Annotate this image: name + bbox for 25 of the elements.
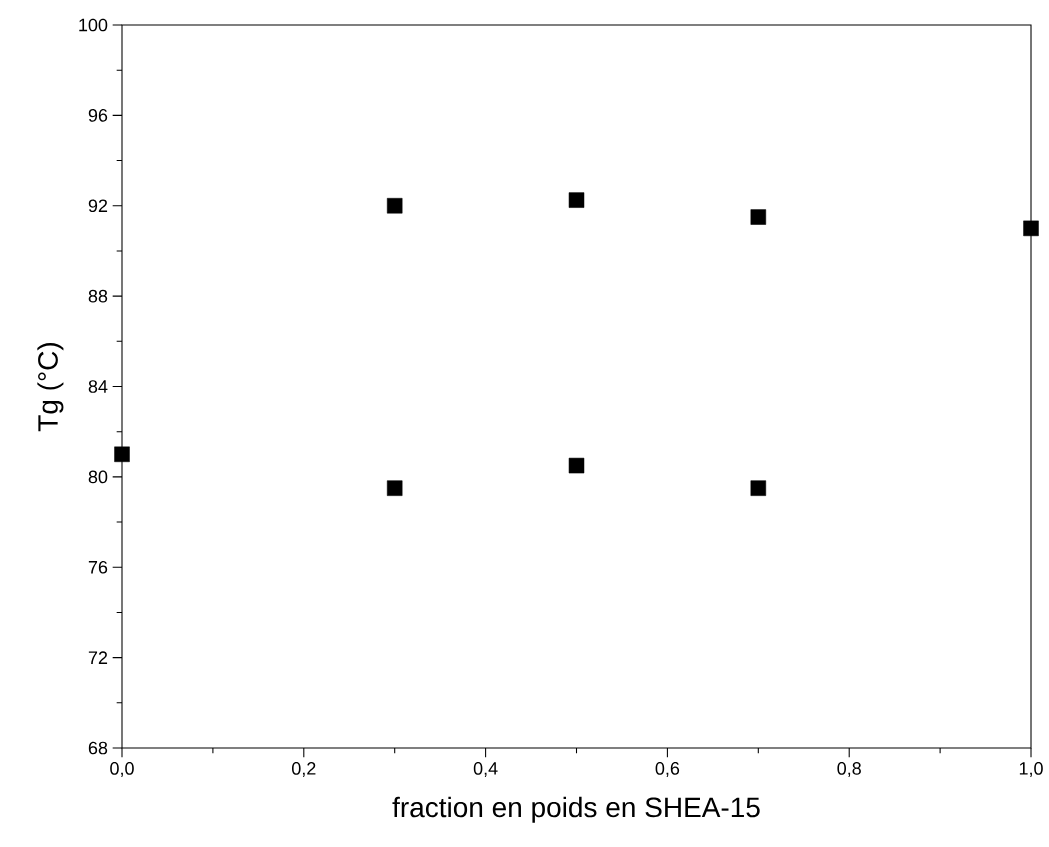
y-tick-label: 100 xyxy=(79,18,108,32)
y-tick-label: 88 xyxy=(88,289,108,303)
y-tick-label: 72 xyxy=(88,651,108,664)
point xyxy=(386,198,403,214)
y-axis-title: Tg (°C) xyxy=(37,343,64,432)
x-tick-label: 0,6 xyxy=(655,762,680,777)
x-tick-label: 0,4 xyxy=(473,762,498,777)
x-tick-label: 1,0 xyxy=(1019,762,1043,777)
point xyxy=(750,480,767,496)
point xyxy=(750,209,767,225)
x-tick-label: 0,0 xyxy=(110,762,134,777)
point xyxy=(114,446,130,463)
y-tick-label: 92 xyxy=(88,199,108,213)
y-tick-label: 76 xyxy=(88,560,108,574)
point xyxy=(386,480,403,496)
y-tick-label: 84 xyxy=(88,380,108,393)
point xyxy=(1023,220,1039,237)
point xyxy=(568,457,585,474)
y-tick-label: 68 xyxy=(88,741,108,755)
x-tick-label: 0,8 xyxy=(837,762,861,777)
y-tick-label: 96 xyxy=(88,109,108,122)
x-tick-label: 0,2 xyxy=(292,762,316,777)
point xyxy=(568,192,585,208)
y-tick-label: 80 xyxy=(88,470,108,484)
x-axis-title: fraction en poids en SHEA-15 xyxy=(392,796,760,823)
